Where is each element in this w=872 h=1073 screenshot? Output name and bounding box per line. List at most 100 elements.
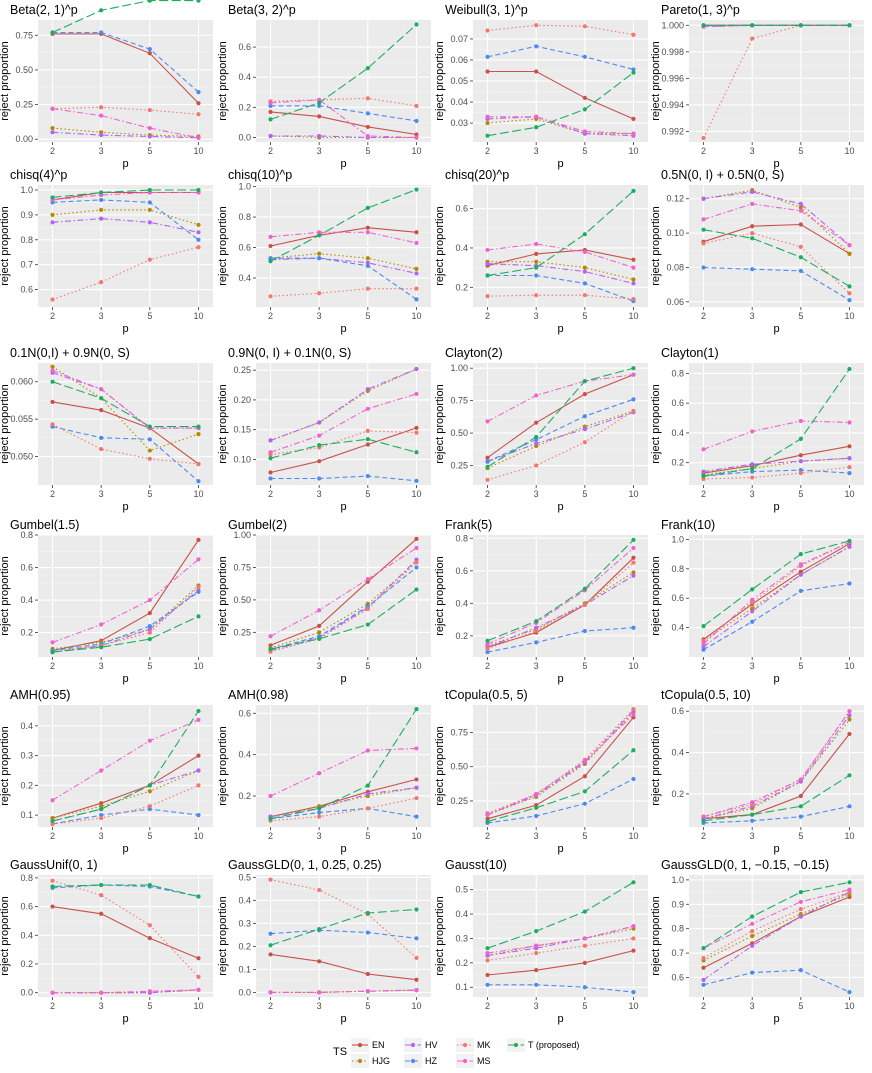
x-tick-label: 3 — [534, 311, 539, 321]
data-point-t — [196, 0, 201, 3]
data-point-hz — [365, 473, 370, 479]
series-line-en — [270, 427, 417, 474]
series-line-en — [487, 716, 634, 820]
y-tick-label: 0.6 — [20, 563, 33, 573]
series-line-hv — [487, 575, 634, 648]
x-tick-label: 2 — [268, 146, 273, 156]
x-tick-label: 10 — [411, 831, 421, 841]
data-point-mk — [365, 96, 370, 101]
series-ms — [50, 717, 201, 803]
series-line-mk — [703, 466, 850, 480]
series-line-hjg — [52, 366, 199, 452]
data-point-mk — [631, 560, 636, 565]
y-tick-label: 0.4 — [238, 750, 251, 760]
x-tick-label: 5 — [365, 661, 370, 671]
x-tick-label: 10 — [628, 1001, 638, 1011]
data-point-hjg — [798, 205, 803, 210]
y-tick-label: 0.4 — [671, 623, 684, 633]
data-point-hz — [414, 118, 419, 124]
data-point-ms — [147, 989, 152, 994]
data-point-hv — [798, 201, 803, 207]
data-point-ms — [414, 391, 419, 397]
plot-background — [689, 705, 864, 827]
data-point-mk — [268, 877, 273, 882]
data-point-t — [317, 806, 322, 811]
data-point-hjg — [582, 265, 587, 270]
y-tick-label: 0.4 — [20, 930, 33, 940]
data-point-hz — [582, 985, 587, 990]
data-point-ms — [485, 950, 490, 956]
y-tick-label: 0.6 — [20, 285, 33, 295]
series-line-mk — [487, 410, 634, 481]
series-line-mk — [270, 430, 417, 456]
data-point-hjg — [196, 432, 201, 437]
x-tick-label: 5 — [147, 1001, 152, 1011]
data-point-mk — [99, 815, 104, 821]
data-point-hz — [485, 650, 490, 655]
data-point-hv — [196, 768, 201, 773]
data-point-hz — [582, 281, 587, 286]
series-line-ms — [52, 369, 199, 429]
data-point-hv — [268, 438, 273, 443]
data-point-t — [99, 190, 104, 195]
data-point-hz — [798, 468, 803, 473]
x-axis-title: p — [340, 673, 346, 685]
panel-15: Frank(5) 0.2 0.4 0.6 0.8 2 3 5 10 p reject proport… — [434, 518, 648, 685]
data-point-hv — [50, 220, 55, 225]
x-tick-label: 5 — [365, 311, 370, 321]
series-ms — [485, 114, 636, 136]
data-point-hv — [268, 133, 273, 139]
series-ms — [50, 106, 201, 140]
series-line-en — [703, 733, 850, 820]
data-point-t — [701, 227, 706, 232]
x-tick-label: 3 — [750, 489, 755, 499]
data-point-hz — [99, 812, 104, 818]
data-point-ms — [196, 717, 201, 722]
series-mk — [268, 286, 419, 299]
data-point-ms — [534, 792, 539, 797]
data-point-mk — [701, 135, 706, 141]
y-tick-label: 0.2 — [455, 958, 468, 968]
series-line-hz — [703, 969, 850, 993]
series-line-t — [52, 0, 199, 34]
panel-title: chisq(4)^p — [10, 168, 67, 182]
data-point-t — [701, 946, 706, 951]
data-point-hjg — [196, 222, 201, 227]
data-point-hv — [147, 627, 152, 632]
data-point-hz — [365, 263, 370, 268]
x-tick-label: 5 — [582, 831, 587, 841]
x-axis-title: p — [557, 673, 563, 685]
data-point-hv — [196, 230, 201, 235]
x-tick-label: 5 — [582, 146, 587, 156]
x-tick-label: 5 — [798, 489, 803, 499]
series-t — [701, 880, 852, 951]
panel-title: 0.5N(0, I) + 0.5N(0, S) — [661, 168, 784, 182]
data-point-t — [534, 805, 539, 810]
data-point-mk — [196, 974, 201, 980]
data-point-t — [631, 880, 636, 885]
series-line-hz — [270, 807, 417, 820]
data-point-mk — [847, 291, 852, 296]
series-line-mk — [703, 710, 850, 818]
data-point-hv — [414, 366, 419, 372]
x-tick-label: 5 — [798, 1001, 803, 1011]
series-line-ms — [703, 203, 850, 246]
data-point-mk — [750, 475, 755, 480]
y-tick-label: 0.6 — [238, 708, 251, 718]
x-tick-label: 10 — [844, 489, 854, 499]
data-point-hv — [847, 713, 852, 718]
x-tick-label: 3 — [99, 1001, 104, 1011]
series-t — [268, 587, 419, 652]
data-point-hz — [414, 565, 419, 570]
data-point-hv — [365, 260, 370, 265]
data-point-t — [750, 23, 755, 28]
series-line-t — [703, 774, 850, 822]
y-tick-label: 0.1 — [455, 982, 468, 992]
data-point-mk — [798, 470, 803, 476]
data-point-t — [99, 8, 104, 13]
data-point-t — [268, 816, 273, 821]
y-axis-title: reject proportion — [217, 384, 229, 464]
data-point-en — [99, 408, 104, 413]
x-tick-label: 2 — [50, 311, 55, 321]
data-point-en — [414, 132, 419, 137]
